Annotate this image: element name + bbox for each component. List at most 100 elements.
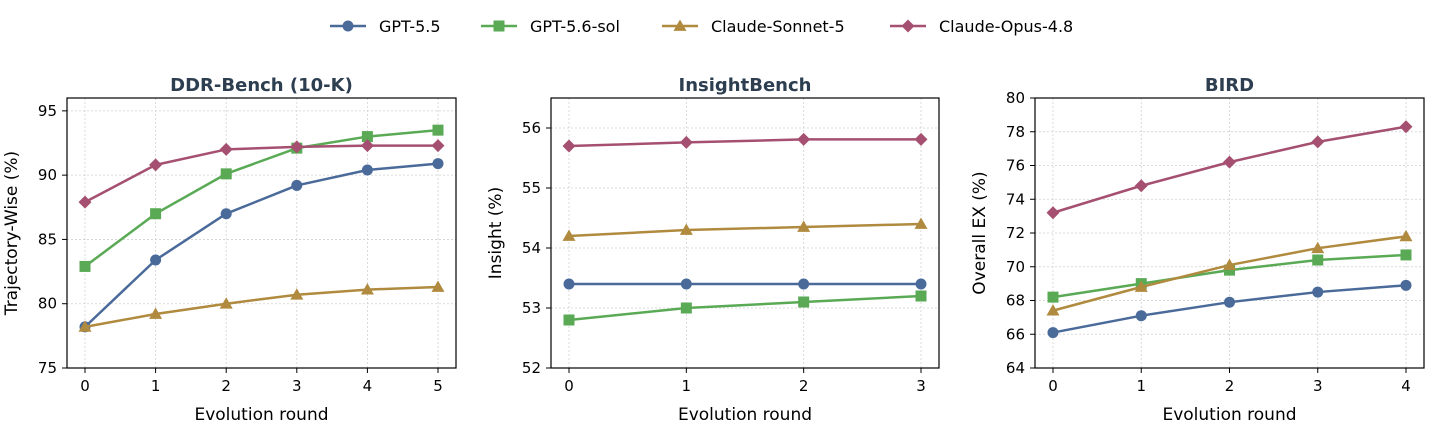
data-point — [680, 302, 692, 314]
data-point — [361, 164, 373, 176]
series-line — [84, 162, 439, 328]
panel-title: DDR-Bench (10-K) — [170, 75, 353, 96]
data-point — [1400, 279, 1412, 291]
y-tick-label: 54 — [522, 239, 541, 257]
x-tick-label: 5 — [433, 377, 443, 395]
y-tick-label: 70 — [1006, 258, 1025, 276]
data-point — [1312, 286, 1324, 298]
data-point — [1223, 258, 1236, 270]
y-tick-label: 75 — [38, 359, 57, 377]
data-point — [797, 132, 811, 146]
data-point — [1046, 206, 1060, 220]
x-tick-label: 2 — [799, 377, 809, 395]
x-tick-label: 4 — [1401, 377, 1411, 395]
y-tick-label: 80 — [38, 295, 57, 313]
series-gpt-5-5 — [563, 278, 927, 290]
legend-marker-diamond — [901, 19, 915, 33]
y-tick-label: 78 — [1006, 123, 1025, 141]
series-line — [84, 285, 439, 329]
x-tick-label: 3 — [916, 377, 926, 395]
data-point — [79, 260, 91, 272]
data-point — [1399, 120, 1413, 134]
x-tick-label: 0 — [80, 377, 90, 395]
y-tick-label: 55 — [522, 179, 541, 197]
data-point — [150, 208, 162, 220]
data-point — [1224, 296, 1235, 308]
data-point — [679, 223, 693, 235]
data-point — [431, 280, 445, 292]
plot-frame — [550, 97, 940, 369]
data-point — [562, 139, 576, 153]
legend-entry-2: GPT-5.6-sol — [481, 17, 620, 36]
data-point — [431, 139, 445, 153]
plot-frame — [66, 97, 457, 369]
data-point — [1047, 327, 1059, 339]
x-tick-label: 1 — [682, 377, 692, 395]
legend-marker-circle — [342, 20, 354, 32]
data-point — [150, 254, 162, 266]
x-tick-label: 1 — [1136, 377, 1146, 395]
legend-marker-square — [493, 20, 505, 32]
legend-entry-1: GPT-5.5 — [330, 17, 441, 36]
data-point — [360, 139, 374, 153]
data-point — [149, 307, 163, 319]
series-claude-sonnet-5 — [562, 217, 928, 241]
x-tick-label: 2 — [221, 377, 231, 395]
x-axis-label: Evolution round — [678, 405, 812, 425]
y-tick-label: 74 — [1006, 190, 1025, 208]
data-point — [290, 140, 304, 154]
series-gpt-5-5 — [79, 158, 444, 333]
series-claude-opus-4-8 — [78, 139, 445, 209]
panel-insightbench: 0 1 2 3 52 53 54 55 56 InsightBench Evolution ro… — [486, 75, 940, 425]
series-line — [84, 128, 439, 268]
x-tick-label: 0 — [564, 377, 574, 395]
series-line — [1052, 284, 1407, 334]
legend-marker-triangle — [673, 19, 687, 31]
series-line — [568, 294, 922, 322]
y-tick-label: 64 — [1006, 359, 1025, 377]
data-point — [219, 142, 233, 156]
series-gpt-5-5 — [1047, 279, 1412, 339]
data-point — [1312, 254, 1324, 266]
data-point — [220, 168, 232, 180]
data-point — [291, 179, 303, 191]
legend: GPT-5.5 GPT-5.6-sol Claude-Sonnet-5 Clau… — [330, 17, 1073, 36]
panel-ddr-bench: 0 1 2 3 4 5 75 80 85 90 95 DDR-Bench (10-K) Evolut… — [2, 75, 457, 425]
legend-label: GPT-5.6-sol — [530, 17, 620, 36]
data-point — [798, 278, 810, 290]
data-point — [1399, 229, 1413, 242]
y-tick-label: 56 — [522, 119, 541, 137]
data-point — [1135, 310, 1147, 322]
series-claude-sonnet-5 — [1046, 229, 1413, 316]
legend-label: GPT-5.5 — [379, 17, 441, 36]
panel-title: BIRD — [1205, 75, 1254, 96]
data-point — [563, 314, 575, 326]
x-tick-label: 1 — [151, 377, 161, 395]
data-point — [290, 288, 304, 300]
y-tick-label: 66 — [1006, 325, 1025, 343]
series-line — [84, 144, 438, 204]
series-claude-opus-4-8 — [562, 132, 928, 153]
data-point — [1224, 264, 1235, 276]
data-point — [1311, 241, 1325, 254]
data-point — [915, 278, 927, 290]
data-point — [915, 290, 927, 302]
data-point — [797, 220, 811, 232]
data-point — [220, 208, 232, 220]
series-gpt-5-6-sol — [563, 290, 927, 326]
data-point — [219, 297, 233, 309]
y-axis-label: Overall EX (%) — [970, 171, 990, 294]
y-tick-label: 76 — [1006, 157, 1025, 175]
legend-entry-3: Claude-Sonnet-5 — [662, 17, 845, 36]
data-point — [1223, 155, 1236, 169]
y-tick-label: 68 — [1006, 292, 1025, 310]
series-line — [568, 138, 921, 148]
data-point — [1400, 249, 1412, 261]
data-point — [1047, 291, 1059, 303]
data-point — [680, 278, 692, 290]
x-tick-label: 0 — [1048, 377, 1058, 395]
y-tick-label: 72 — [1006, 224, 1025, 242]
data-point — [361, 131, 373, 143]
y-tick-label: 80 — [1006, 89, 1025, 107]
